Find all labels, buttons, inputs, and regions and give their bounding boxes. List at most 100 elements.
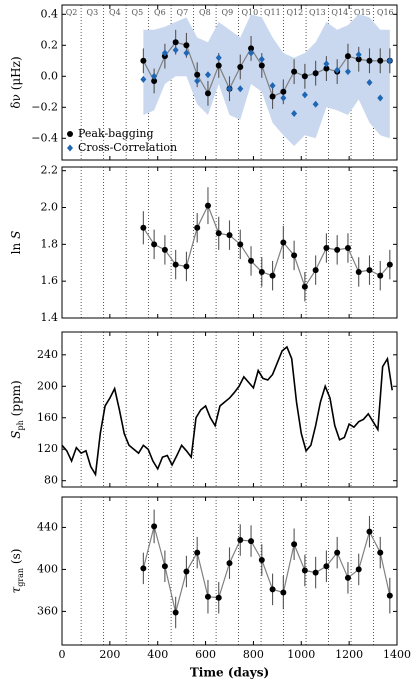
point [280,88,287,95]
point [291,68,298,75]
y-axis-label-part: S [9,231,23,239]
point [237,64,244,70]
point [334,246,341,253]
y-axis-label: ln S [9,231,23,255]
point [355,56,362,63]
point [344,53,351,60]
connecting-line [142,204,391,289]
panel: 360 400 440 0 200 400 600 800 1000 1200 1400 Time (… [9,496,411,680]
quarter-label: Q3 [87,8,99,17]
point [269,586,276,593]
point [172,609,179,616]
quarter-label: Q12 [286,8,303,17]
point [183,49,190,57]
point [312,70,319,77]
y-tick-label: −0.4 [31,131,58,144]
point [301,283,308,290]
point [215,594,222,601]
point [366,267,373,274]
point [204,71,211,79]
point [258,556,265,563]
point [323,65,330,72]
point [291,252,298,259]
x-tick-label: 600 [195,648,216,661]
point [355,51,362,59]
point [386,592,393,599]
point [386,261,393,268]
y-axis-label-part: S [9,430,23,438]
y-axis-label-part: ln [9,239,23,254]
quarter-label: Q10 [241,8,258,17]
y-axis-label-part: ph [16,420,25,430]
point [204,593,211,600]
point [366,79,373,86]
plot-frame [61,4,398,161]
point [151,72,158,80]
point [183,263,190,270]
x-tick-label: 200 [99,648,120,661]
y-tick-label: 0.4 [41,7,59,20]
quarter-label: Q2 [66,8,78,17]
y-tick-label: 2.2 [41,164,59,177]
series-line [61,345,394,477]
point [237,537,244,544]
quarter-label: Q11 [264,8,281,17]
point [258,55,265,63]
y-axis-label-part: gran [16,568,25,587]
point [226,560,233,567]
y-axis-label-part: (s) [9,549,23,568]
point [140,565,147,572]
point [194,71,201,78]
point [377,272,384,279]
point [344,574,351,581]
x-tick-label: 1400 [383,648,411,661]
point [334,66,341,74]
point [172,46,179,54]
point [194,224,201,231]
point [215,54,222,62]
point [172,39,179,46]
point [291,541,298,548]
point [323,563,330,570]
y-tick-label: 400 [37,562,58,575]
y-tick-label: −0.2 [31,100,58,113]
point [344,68,351,76]
y-tick-label: 0.2 [41,38,59,51]
point [280,589,287,596]
point [248,538,255,545]
legend-marker [67,144,73,152]
legend-label: Cross-Correlation [78,141,177,154]
point [280,94,287,102]
x-tick-label: 400 [147,648,168,661]
point [226,232,233,239]
point [140,57,147,64]
plot-frame [61,496,398,646]
point [366,528,373,535]
quarter-label: Q15 [354,8,371,17]
point [215,62,222,69]
point [269,93,276,100]
y-tick-label: 0.0 [41,69,59,82]
x-tick-label: 1000 [287,648,315,661]
y-axis-label: δν (μHz) [9,56,23,108]
plot-frame [61,331,398,488]
quarter-label: Q6 [154,8,166,17]
y-tick-label: 200 [37,379,58,392]
panel: 1.4 1.6 1.8 2.0 2.2 ln S [9,164,398,324]
y-axis-label-part: τ [9,586,23,593]
point [323,245,330,252]
quarter-label: Q8 [199,8,211,17]
point [323,60,330,68]
point [386,57,393,65]
point [258,62,265,69]
y-tick-label: 160 [37,411,58,424]
plot-frame [61,166,398,319]
legend-marker [67,131,73,137]
y-tick-label: 240 [37,348,58,361]
point [248,49,255,57]
panel: Q2 Q3 Q4 Q5 Q6 Q7 Q8 Q9 Q10 Q11 Q12 Q13 Q14 Q15 Q16 −0.… [9,4,398,161]
point [248,45,255,52]
point [215,230,222,237]
point [312,267,319,274]
